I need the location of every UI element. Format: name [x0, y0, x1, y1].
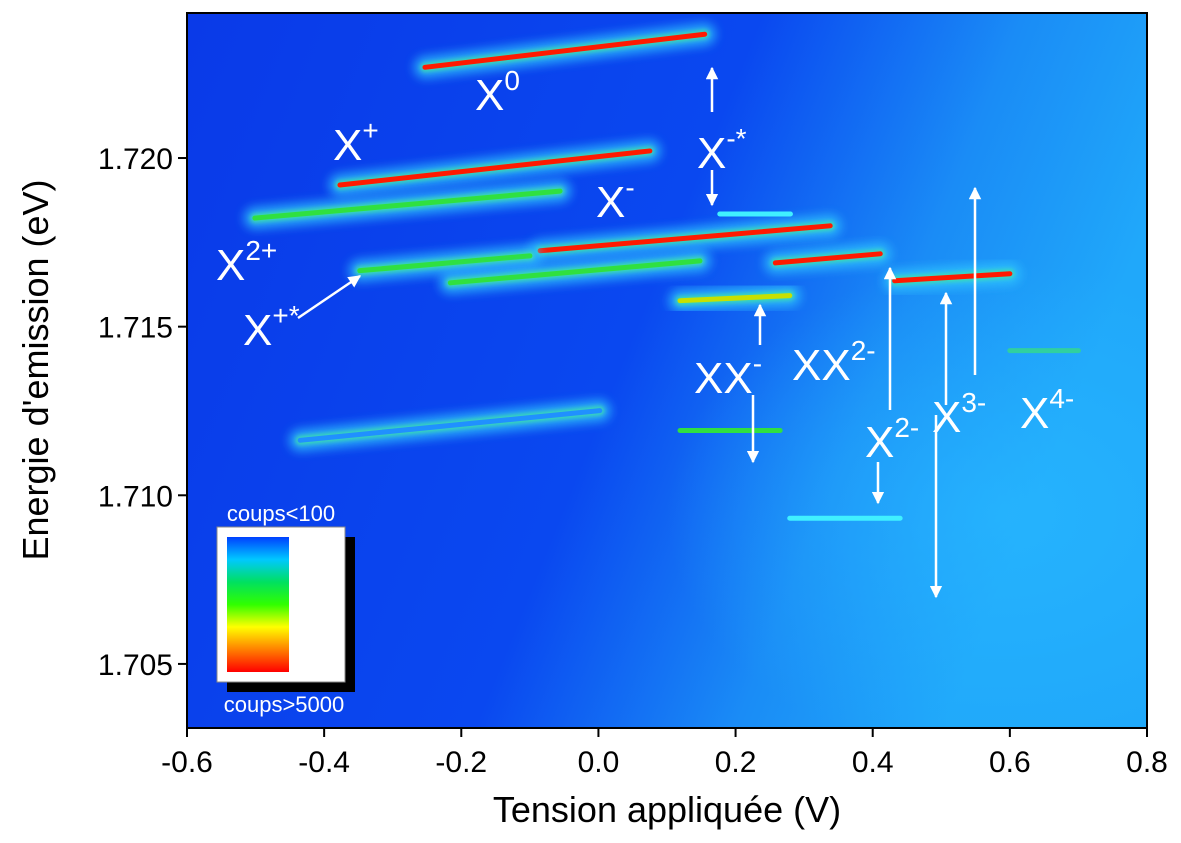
annotation: X4-	[1020, 383, 1074, 438]
x-tick-label: 0.4	[852, 746, 894, 779]
x-tick-label: -0.2	[435, 746, 487, 779]
annotation-base: X	[216, 241, 245, 290]
y-tick-label: 1.715	[98, 312, 173, 345]
streak	[447, 258, 703, 286]
colorbar-scale	[227, 537, 289, 672]
annotation: X0	[475, 65, 520, 120]
colorbar: coups<100 coups>5000	[216, 501, 355, 717]
x-tick-label: 0.8	[1126, 746, 1168, 779]
x-tick-label: -0.4	[298, 746, 350, 779]
x-tick-label: 0.0	[578, 746, 620, 779]
annotation-base: X	[1020, 389, 1049, 438]
annotation-sup: 2+	[245, 235, 277, 266]
streak	[422, 31, 708, 70]
plot-area	[187, 13, 1147, 728]
y-axis-label: Energie d'emission (eV)	[15, 179, 56, 560]
annotation-base: X	[932, 393, 961, 442]
annotation-base: X	[865, 418, 894, 467]
streak	[677, 293, 793, 304]
annotation-base: X	[243, 306, 272, 355]
annotation: XX-	[694, 348, 762, 403]
annotation-sup: 2-	[851, 335, 876, 366]
colorbar-min-label: coups<100	[227, 501, 335, 526]
y-tick-label: 1.710	[98, 480, 173, 513]
streak	[772, 251, 883, 266]
x-tick-label: -0.6	[161, 746, 213, 779]
y-tick-label: 1.705	[98, 649, 173, 682]
annotation-base: X	[596, 178, 625, 227]
annotation: X+	[333, 115, 379, 170]
streak	[537, 223, 833, 254]
annotation-base: X	[333, 121, 362, 170]
streak	[297, 408, 603, 443]
streak	[892, 271, 1013, 284]
annotation-sup: -	[753, 348, 762, 379]
arrows	[297, 66, 982, 599]
annotation-base: XX	[694, 354, 753, 403]
annotation-base: X	[697, 129, 726, 178]
x-tick-label: 0.6	[989, 746, 1031, 779]
annotation-sup: 2-	[894, 412, 919, 443]
annotation-sup: -*	[726, 123, 746, 154]
annotation-sup: 4-	[1049, 383, 1074, 414]
colorbar-max-label: coups>5000	[224, 692, 345, 717]
annotation-sup: 3-	[961, 387, 986, 418]
annotation: XX2-	[792, 335, 876, 390]
annotation-sup: +	[362, 115, 378, 146]
annotation-sup: -	[625, 172, 634, 203]
annotation-sup: 0	[504, 65, 520, 96]
annotation-base: XX	[792, 341, 851, 390]
streak	[252, 188, 563, 221]
plot-frame	[186, 12, 1148, 729]
streak	[337, 148, 653, 188]
annotation-sup: +*	[272, 300, 299, 331]
annotation: X+*	[243, 300, 300, 355]
annotation: X3-	[932, 387, 986, 442]
annotation: X-	[596, 172, 635, 227]
streak	[357, 253, 533, 274]
x-tick-label: 0.2	[715, 746, 757, 779]
annotation-base: X	[475, 71, 504, 120]
annotation: X2+	[216, 235, 277, 290]
y-tick-label: 1.720	[98, 143, 173, 176]
annotation: X2-	[865, 412, 919, 467]
annotation: X-*	[697, 123, 747, 178]
x-axis-label: Tension appliquée (V)	[493, 789, 841, 830]
